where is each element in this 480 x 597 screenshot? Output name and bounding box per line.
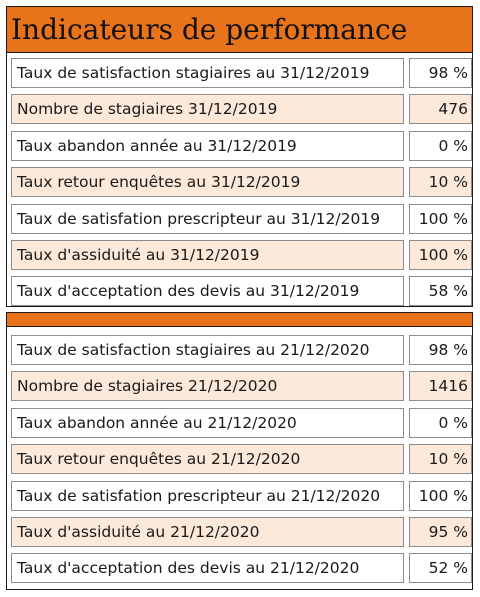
indicator-label: Taux abandon année au 31/12/2019 [11,130,404,161]
indicator-row: Taux abandon année au 21/12/2020 0 % [7,407,472,443]
indicator-row: Taux retour enquêtes au 31/12/2019 10 % [7,166,472,202]
indicator-row: Taux d'assiduité au 21/12/2020 95 % [7,516,472,552]
indicator-value: 0 % [409,407,472,438]
indicator-value: 95 % [409,516,472,547]
indicator-label: Nombre de stagiaires 31/12/2019 [11,94,404,125]
indicator-list-2020: Taux de satisfaction stagiaires au 21/12… [7,334,472,589]
indicator-label: Taux retour enquêtes au 31/12/2019 [11,167,404,198]
indicator-label: Taux d'acceptation des devis au 31/12/20… [11,276,404,307]
indicator-row: Taux de satisfation prescripteur au 21/1… [7,480,472,516]
indicator-label: Taux abandon année au 21/12/2020 [11,407,404,438]
indicator-row: Taux de satisfaction stagiaires au 31/12… [7,57,472,93]
indicator-label: Taux de satisfation prescripteur au 31/1… [11,203,404,234]
indicator-row: Taux de satisfaction stagiaires au 21/12… [7,334,472,370]
indicators-panel-2019: Indicateurs de performance Taux de satis… [6,6,473,307]
indicator-label: Taux d'acceptation des devis au 21/12/20… [11,553,404,584]
indicator-value: 1416 [409,371,472,402]
panel-title-bar: Indicateurs de performance [7,7,472,53]
indicator-value: 100 % [409,480,472,511]
indicator-value: 476 [409,94,472,125]
indicator-value: 98 % [409,335,472,365]
indicator-row: Taux retour enquêtes au 21/12/2020 10 % [7,443,472,479]
indicator-label: Taux d'assiduité au 31/12/2019 [11,239,404,270]
indicator-row: Taux d'acceptation des devis au 21/12/20… [7,552,472,588]
indicator-label: Taux d'assiduité au 21/12/2020 [11,516,404,547]
indicator-row: Taux d'assiduité au 31/12/2019 100 % [7,239,472,275]
indicator-value: 10 % [409,167,472,198]
indicator-list-2019: Taux de satisfaction stagiaires au 31/12… [7,57,472,312]
indicator-value: 0 % [409,130,472,161]
panel-header-bar [7,313,472,327]
indicators-panel-2020: Taux de satisfaction stagiaires au 21/12… [6,312,473,590]
indicator-value: 98 % [409,58,472,88]
indicator-row: Nombre de stagiaires 21/12/2020 1416 [7,370,472,406]
indicator-label: Nombre de stagiaires 21/12/2020 [11,371,404,402]
indicator-row: Taux d'acceptation des devis au 31/12/20… [7,275,472,311]
indicator-label: Taux de satisfation prescripteur au 21/1… [11,480,404,511]
indicator-value: 100 % [409,203,472,234]
indicator-row: Nombre de stagiaires 31/12/2019 476 [7,93,472,129]
indicator-value: 52 % [409,553,472,584]
indicator-label: Taux de satisfaction stagiaires au 21/12… [11,335,404,365]
indicator-row: Taux de satisfation prescripteur au 31/1… [7,203,472,239]
indicator-value: 10 % [409,444,472,475]
page-title: Indicateurs de performance [11,13,408,46]
indicator-value: 58 % [409,276,472,307]
indicator-value: 100 % [409,239,472,270]
indicator-row: Taux abandon année au 31/12/2019 0 % [7,130,472,166]
indicator-label: Taux de satisfaction stagiaires au 31/12… [11,58,404,88]
indicator-label: Taux retour enquêtes au 21/12/2020 [11,444,404,475]
